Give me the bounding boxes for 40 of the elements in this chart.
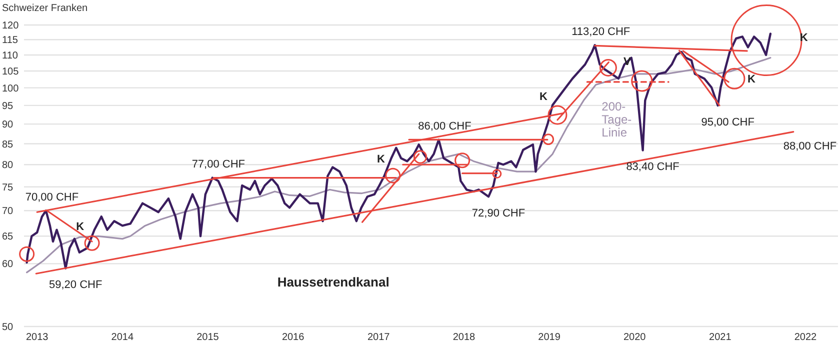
annotation: 77,00 CHF [192,158,246,171]
annotation: 72,90 CHF [472,207,526,220]
x-tick-label: 2021 [709,332,732,343]
annotation: 70,00 CHF [25,191,79,204]
y-tick-label: 105 [2,66,20,78]
annotation: K [540,90,548,103]
y-tick-label: 110 [2,50,18,62]
y-axis-title: Schweizer Franken [2,3,88,14]
y-tick-label: 120 [2,20,20,32]
series-label: 200-Tage-Linie [602,99,632,140]
y-tick-label: 85 [2,139,14,150]
y-tick-label: 70 [2,206,14,218]
annotation: 83,40 CHF [626,161,680,174]
annotation: 95,00 CHF [701,116,755,128]
x-tick-label: 2017 [368,332,390,343]
y-tick-label: 90 [2,120,14,131]
annotation: K [376,153,385,166]
annotation: 88,00 CHF [783,140,837,153]
annotation: 113,20 CHF [572,26,630,38]
x-tick-label: 2014 [111,332,134,343]
x-tick-label: 2016 [282,332,305,343]
x-tick-label: 2020 [623,332,646,343]
annotation: Haussetrendkanal [277,274,390,290]
y-tick-label: 95 [2,100,14,112]
y-tick-label: 75 [2,182,14,194]
x-tick-label: 2015 [196,332,220,343]
y-tick-label: 50 [2,322,14,333]
x-tick-label: 2013 [26,332,49,343]
annotation: 59,20 CHF [49,279,102,292]
y-tick-label: 65 [2,232,14,243]
y-tick-label: 80 [2,160,14,172]
x-tick-label: 2019 [538,332,561,343]
x-tick-label: 2018 [452,332,476,343]
annotation: K [747,73,756,86]
annotation: K [76,220,84,233]
y-tick-label: 115 [2,35,18,46]
annotation: 86,00 CHF [418,120,472,133]
y-tick-label: 100 [2,83,20,94]
x-tick-label: 2022 [794,332,818,343]
y-tick-label: 60 [2,259,14,270]
